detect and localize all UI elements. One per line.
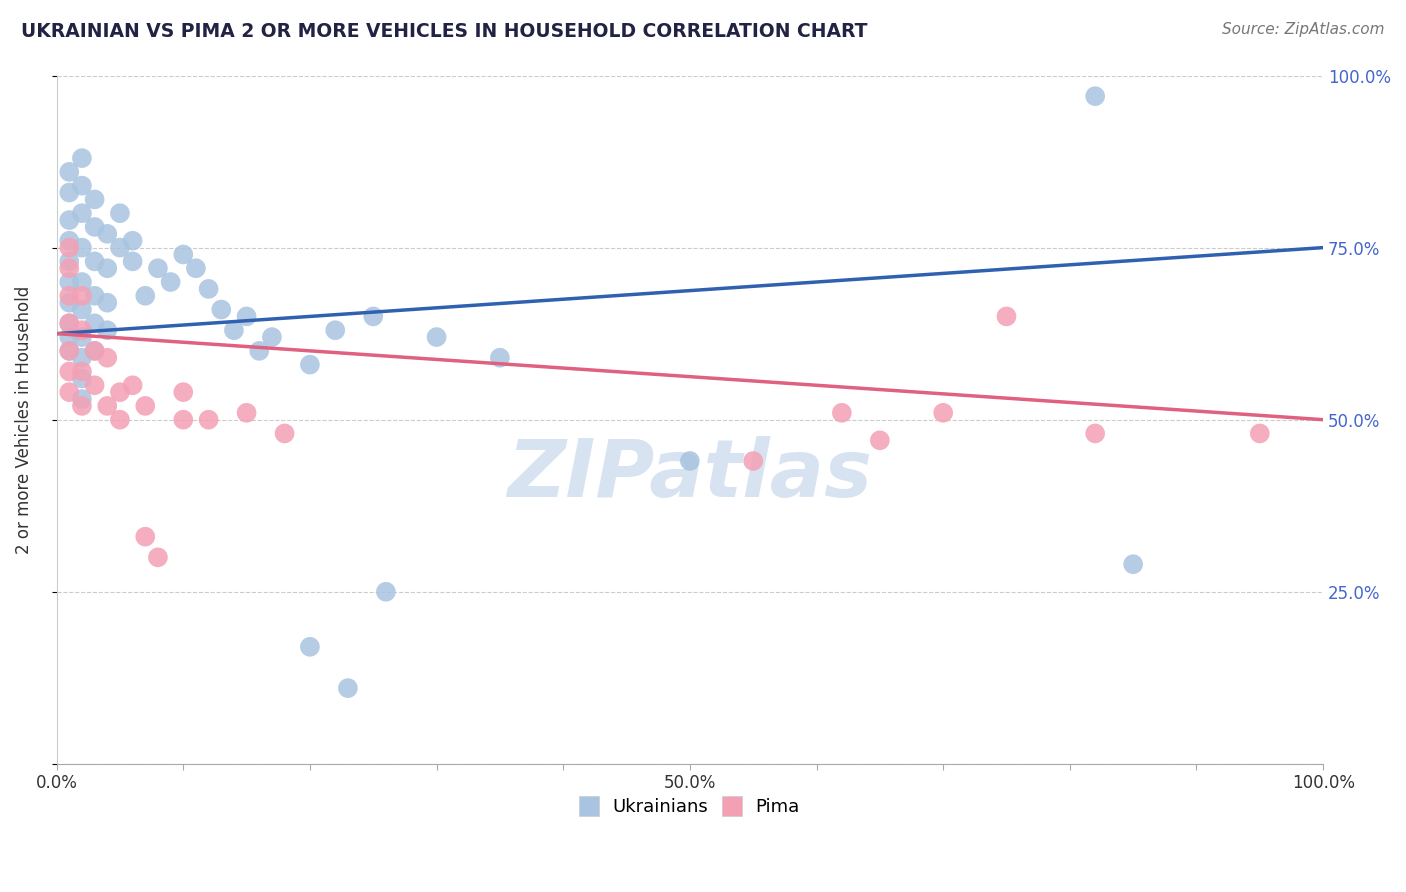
Point	[197, 282, 219, 296]
Point	[58, 316, 80, 330]
Point	[159, 275, 181, 289]
Point	[336, 681, 359, 695]
Point	[58, 295, 80, 310]
Point	[58, 241, 80, 255]
Point	[298, 640, 321, 654]
Point	[70, 399, 93, 413]
Point	[58, 385, 80, 400]
Point	[70, 289, 93, 303]
Point	[58, 289, 80, 303]
Point	[146, 550, 169, 565]
Point	[1249, 426, 1271, 441]
Point	[742, 454, 765, 468]
Point	[58, 213, 80, 227]
Point	[108, 412, 131, 426]
Point	[83, 254, 105, 268]
Point	[273, 426, 295, 441]
Point	[58, 165, 80, 179]
Text: UKRAINIAN VS PIMA 2 OR MORE VEHICLES IN HOUSEHOLD CORRELATION CHART: UKRAINIAN VS PIMA 2 OR MORE VEHICLES IN …	[21, 22, 868, 41]
Point	[108, 241, 131, 255]
Point	[96, 295, 118, 310]
Point	[70, 330, 93, 344]
Point	[58, 316, 80, 330]
Point	[58, 343, 80, 358]
Point	[235, 406, 257, 420]
Point	[70, 364, 93, 378]
Point	[121, 234, 143, 248]
Point	[108, 206, 131, 220]
Legend: Ukrainians, Pima: Ukrainians, Pima	[572, 791, 807, 823]
Text: ZIPatlas: ZIPatlas	[508, 435, 872, 514]
Point	[58, 364, 80, 378]
Point	[58, 254, 80, 268]
Point	[121, 254, 143, 268]
Point	[209, 302, 232, 317]
Point	[134, 399, 156, 413]
Point	[184, 261, 207, 276]
Point	[58, 275, 80, 289]
Point	[83, 378, 105, 392]
Point	[172, 385, 194, 400]
Point	[96, 227, 118, 241]
Point	[83, 289, 105, 303]
Point	[70, 392, 93, 406]
Text: Source: ZipAtlas.com: Source: ZipAtlas.com	[1222, 22, 1385, 37]
Point	[58, 234, 80, 248]
Point	[96, 323, 118, 337]
Point	[83, 193, 105, 207]
Point	[58, 343, 80, 358]
Point	[70, 323, 93, 337]
Point	[1084, 89, 1107, 103]
Point	[70, 206, 93, 220]
Point	[932, 406, 955, 420]
Point	[96, 351, 118, 365]
Point	[197, 412, 219, 426]
Point	[222, 323, 245, 337]
Point	[1122, 558, 1144, 572]
Point	[83, 343, 105, 358]
Point	[70, 275, 93, 289]
Point	[1084, 426, 1107, 441]
Point	[58, 261, 80, 276]
Point	[96, 261, 118, 276]
Point	[172, 247, 194, 261]
Point	[869, 434, 891, 448]
Point	[96, 399, 118, 413]
Point	[70, 351, 93, 365]
Point	[247, 343, 270, 358]
Point	[83, 343, 105, 358]
Point	[831, 406, 853, 420]
Point	[426, 330, 449, 344]
Y-axis label: 2 or more Vehicles in Household: 2 or more Vehicles in Household	[15, 285, 32, 554]
Point	[83, 219, 105, 234]
Point	[70, 371, 93, 385]
Point	[235, 310, 257, 324]
Point	[108, 385, 131, 400]
Point	[374, 584, 396, 599]
Point	[70, 241, 93, 255]
Point	[298, 358, 321, 372]
Point	[70, 151, 93, 165]
Point	[83, 316, 105, 330]
Point	[58, 330, 80, 344]
Point	[995, 310, 1018, 324]
Point	[121, 378, 143, 392]
Point	[323, 323, 346, 337]
Point	[172, 412, 194, 426]
Point	[260, 330, 283, 344]
Point	[134, 530, 156, 544]
Point	[58, 186, 80, 200]
Point	[489, 351, 512, 365]
Point	[70, 302, 93, 317]
Point	[146, 261, 169, 276]
Point	[679, 454, 702, 468]
Point	[134, 289, 156, 303]
Point	[361, 310, 384, 324]
Point	[70, 178, 93, 193]
